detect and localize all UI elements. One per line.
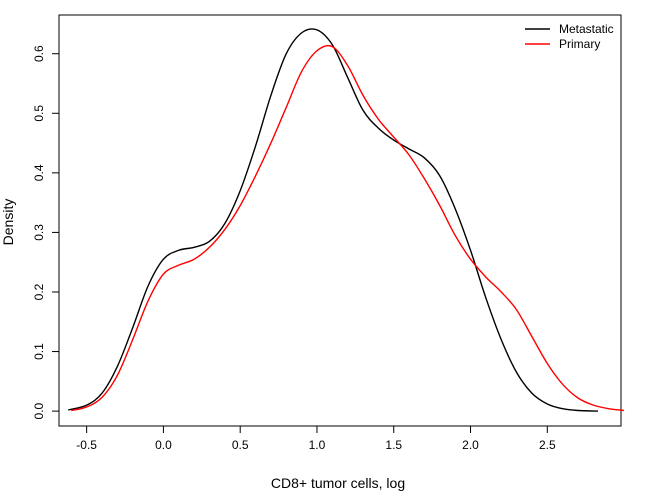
y-tick-label: 0.5 — [32, 105, 46, 122]
legend-label-metastatic: Metastatic — [559, 22, 614, 36]
y-tick-label: 0.3 — [32, 224, 46, 241]
legend-label-primary: Primary — [559, 37, 600, 51]
y-tick-label: 0.1 — [32, 343, 46, 360]
y-axis: 0.0 0.1 0.2 0.3 0.4 0.5 0.6 — [32, 45, 60, 419]
y-tick-label: 0.2 — [32, 283, 46, 300]
x-tick-label: 0.0 — [155, 438, 172, 452]
x-tick-label: 0.5 — [232, 438, 249, 452]
plot-frame — [58, 14, 622, 427]
series-line-primary — [71, 44, 625, 412]
y-axis-label: Density — [0, 199, 16, 246]
x-tick-label: -0.5 — [76, 438, 97, 452]
x-tick-label: 2.5 — [539, 438, 556, 452]
y-tick-label: 0.6 — [32, 45, 46, 62]
x-axis-label: CD8+ tumor cells, log — [271, 475, 405, 491]
x-tick-label: 1.5 — [385, 438, 402, 452]
x-tick-label: 1.0 — [309, 438, 326, 452]
y-tick-label: 0.4 — [32, 164, 46, 181]
y-tick-label: 0.0 — [32, 402, 46, 419]
x-axis: -0.5 0.0 0.5 1.0 1.5 2.0 2.5 — [76, 425, 556, 452]
series-line-metastatic — [68, 28, 598, 412]
series-lines — [68, 28, 625, 412]
x-tick-label: 2.0 — [462, 438, 479, 452]
